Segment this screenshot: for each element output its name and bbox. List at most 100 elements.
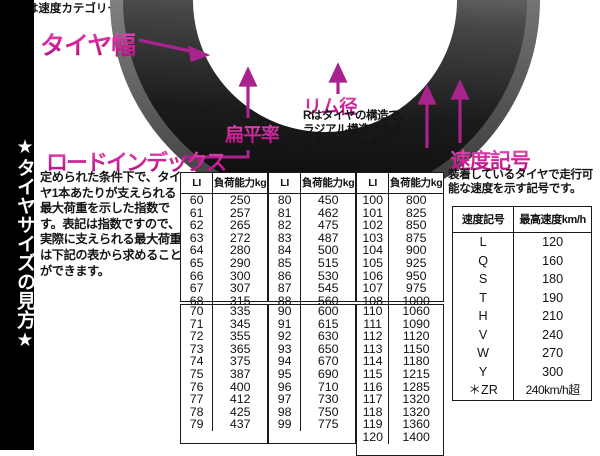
li-cell-capacity: 690 [317,366,339,381]
speed-cell-maxspeed: 190 [542,290,564,305]
li-cell-index: 102 [357,219,390,232]
table-row: 77 412 [181,393,267,406]
li-cell-index: 118 [357,406,390,419]
table-row: L 120 [453,232,591,252]
li-cell-index: 120 [357,431,390,444]
li-cell-index: 93 [269,343,302,356]
li-cell-capacity: 265 [229,218,251,233]
table-row: T 190 [453,288,591,307]
li-cell-capacity: 515 [317,255,339,270]
li-cell-capacity: 600 [317,304,339,318]
li-header-li-2: LI [269,173,302,194]
li-cell-capacity: 730 [317,392,339,407]
li-cell-index: 61 [181,206,214,220]
table-row: 117 1320 [357,393,443,406]
li-header-li-3: LI [357,173,390,194]
li-cell-capacity: 1320 [402,392,430,407]
load-index-table-block-4: 70 335 71 345 72 355 73 365 74 375 75 387 76 400 77 412… [180,304,268,444]
table-row: 111 1090 [357,317,443,331]
li-cell-capacity: 630 [317,329,339,344]
load-index-table-block-2: LI 負荷能力kg 80 450 81 462 82 475 83 487 84 500 85 515… [268,172,356,320]
table-row: 70 335 [181,305,267,318]
table-row: 103 875 [357,232,443,245]
li-cell-index: 71 [181,317,214,331]
speed-cell-symbol: Q [453,251,515,270]
li-cell-capacity: 250 [229,193,251,207]
li-cell-index: 80 [269,193,302,207]
speed-cell-maxspeed: 120 [542,235,564,249]
table-row: 71 345 [181,317,267,331]
li-cell-index: 62 [181,219,214,232]
table-row: 95 690 [269,368,355,381]
li-table-3: LI 負荷能力kg 100 800 101 825 102 850 103 875 104 900… [357,173,443,320]
li-cell-capacity: 462 [317,205,339,220]
li-cell-capacity: 355 [229,329,251,344]
table-row: H 210 [453,307,591,326]
li-cell-index: 115 [357,368,390,381]
li-body-6: 110 1060 111 1090 112 1120 113 1150 114 1180 115 12… [357,305,443,444]
speed-cell-maxspeed: 270 [542,346,564,360]
li-cell-index: 106 [357,269,390,283]
li-cell-index: 81 [269,206,302,220]
table-row: 106 950 [357,269,443,283]
li-table-1: LI 負荷能力kg 60 250 61 257 62 265 63 272 64 280 65 290… [181,173,267,320]
table-row: 102 850 [357,219,443,232]
load-index-table-block-1: LI 負荷能力kg 60 250 61 257 62 265 63 272 64 280 65 290… [180,172,268,320]
table-row: 114 1180 [357,355,443,368]
li-cell-capacity: 387 [229,366,251,381]
li-cell-index: 66 [181,269,214,283]
table-row: 80 450 [269,193,355,207]
callout-label-aspect-ratio: 扁平率 [225,120,280,147]
li-cell-capacity: 290 [229,255,251,270]
li-cell-index: 77 [181,393,214,406]
li-cell-index: 95 [269,368,302,381]
load-index-table-block-3: LI 負荷能力kg 100 800 101 825 102 850 103 875 104 900… [356,172,444,320]
li-cell-index: 87 [269,282,302,295]
li-cell-capacity: 437 [229,417,251,432]
li-cell-capacity: 900 [405,243,427,258]
table-row: 64 280 [181,244,267,257]
li-cell-index: 90 [269,305,302,318]
li-table-5: 90 600 91 615 92 630 93 650 94 670 95 690 96 710 97 730… [269,305,355,431]
table-row: 112 1120 [357,330,443,343]
li-cell-capacity: 375 [229,354,251,369]
speed-cell-maxspeed: 210 [542,309,564,323]
table-row: 82 475 [269,219,355,232]
table-row: 74 375 [181,355,267,368]
table-row: 104 900 [357,244,443,257]
li-cell-capacity: 425 [229,404,251,419]
table-row: 91 615 [269,317,355,331]
speed-cell-symbol: L [453,232,515,252]
table-row: 110 1060 [357,305,443,318]
li-cell-capacity: 400 [229,379,251,394]
li-cell-capacity: 1120 [402,329,430,344]
li-cell-capacity: 925 [405,255,427,270]
speed-cell-maxspeed: 240km/h超 [525,383,581,397]
li-cell-index: 92 [269,330,302,343]
li-cell-index: 76 [181,380,214,394]
table-row: V 240 [453,325,591,344]
li-cell-capacity: 1400 [402,429,430,444]
li-cell-capacity: 1360 [402,417,430,432]
li-cell-index: 96 [269,380,302,394]
li-cell-capacity: 1320 [402,404,430,419]
table-row: Q 160 [453,251,591,270]
li-cell-capacity: 1000 [402,293,430,308]
rim-diameter-note: Rはタイヤの構造で、ラジアル構造であることを示しています。 [303,110,414,150]
table-row: 78 425 [181,406,267,419]
li-table-6: 110 1060 111 1090 112 1120 113 1150 114 1180 115 12… [357,305,443,444]
speed-cell-symbol: H [453,307,515,326]
speed-header-symbol: 速度記号 [453,207,515,233]
table-row: 92 630 [269,330,355,343]
li-body-4: 70 335 71 345 72 355 73 365 74 375 75 387 76 400 77 412… [181,305,267,431]
table-row: 60 250 [181,193,267,207]
li-cell-capacity: 650 [317,341,339,356]
speed-cell-symbol: Y [453,362,515,381]
li-cell-index: 63 [181,232,214,245]
speed-cell-symbol: V [453,325,515,344]
table-row: 65 290 [181,257,267,270]
li-cell-capacity: 1180 [402,354,430,369]
table-row: 115 1215 [357,368,443,381]
speed-cell-maxspeed: 180 [542,272,564,286]
